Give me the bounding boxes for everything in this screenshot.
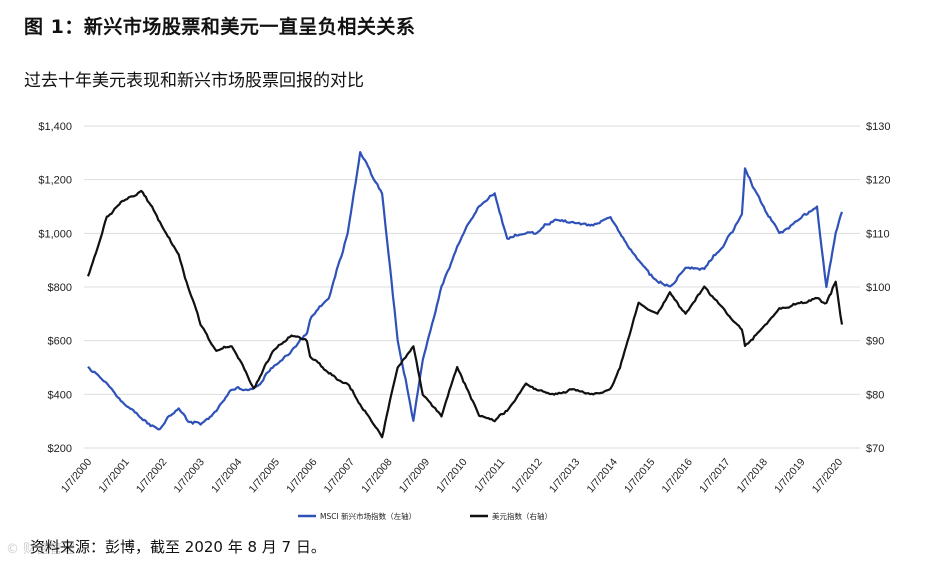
x-tick-label: 1/7/2001 xyxy=(96,456,132,495)
left-y-tick-label: $400 xyxy=(48,389,72,401)
x-tick-label: 1/7/2014 xyxy=(584,456,620,495)
x-tick-label: 1/7/2015 xyxy=(622,456,658,495)
left-y-tick-label: $200 xyxy=(48,443,72,455)
legend-label: 美元指数（右轴） xyxy=(492,511,552,521)
x-tick-label: 1/7/2010 xyxy=(434,456,470,495)
right-y-tick-label: $130 xyxy=(866,121,890,133)
x-tick-label: 1/7/2018 xyxy=(735,456,771,495)
left-y-tick-label: $1,200 xyxy=(38,175,72,187)
x-tick-label: 1/7/2013 xyxy=(547,456,583,495)
chart-subtitle: 过去十年美元表现和新兴市场股票回报的对比 xyxy=(24,71,364,91)
x-tick-label: 1/7/2002 xyxy=(134,456,170,495)
x-tick-label: 1/7/2006 xyxy=(284,456,320,495)
right-y-tick-label: $70 xyxy=(866,443,884,455)
x-axis: 1/7/2000 1/7/2001 1/7/2002 1/7/2003 1/7/2004… xyxy=(59,456,845,495)
watermark: © 财富管理 xyxy=(6,542,76,557)
left-y-tick-label: $1,000 xyxy=(38,228,72,240)
msci-em-line xyxy=(87,151,844,431)
right-y-axis: $70 $80 $90 $100 $110 $120 $130 xyxy=(866,121,890,455)
usd-index-line xyxy=(86,189,844,439)
x-tick-label: 1/7/2019 xyxy=(772,456,808,495)
right-y-tick-label: $100 xyxy=(866,282,890,294)
legend: MSCI 新兴市场指数（左轴） 美元指数（右轴） xyxy=(298,511,552,521)
x-tick-label: 1/7/2005 xyxy=(247,456,283,495)
series-lines xyxy=(86,151,844,439)
right-y-tick-label: $80 xyxy=(866,389,884,401)
x-tick-label: 1/7/2017 xyxy=(697,456,733,495)
x-tick-label: 1/7/2007 xyxy=(322,456,358,495)
x-tick-label: 1/7/2000 xyxy=(59,456,95,495)
left-y-tick-label: $600 xyxy=(48,336,72,348)
source-note: 资料来源：彭博，截至 2020 年 8 月 7 日。 xyxy=(30,538,326,556)
figure-title: 图 1：新兴市场股票和美元一直呈负相关关系 xyxy=(24,16,416,38)
right-y-tick-label: $110 xyxy=(866,228,890,240)
x-tick-label: 1/7/2012 xyxy=(509,456,545,495)
x-tick-label: 1/7/2008 xyxy=(359,456,395,495)
legend-label: MSCI 新兴市场指数（左轴） xyxy=(320,511,416,521)
right-y-tick-label: $90 xyxy=(866,336,884,348)
x-tick-label: 1/7/2003 xyxy=(171,456,207,495)
x-tick-label: 1/7/2009 xyxy=(397,456,433,495)
x-tick-label: 1/7/2011 xyxy=(472,456,507,495)
x-tick-label: 1/7/2020 xyxy=(810,456,846,495)
left-y-tick-label: $800 xyxy=(48,282,72,294)
left-y-tick-label: $1,400 xyxy=(38,121,72,133)
left-y-axis: $200 $400 $600 $800 $1,000 $1,200 $1,400 xyxy=(38,121,72,455)
right-y-tick-label: $120 xyxy=(866,175,890,187)
x-tick-label: 1/7/2016 xyxy=(660,456,696,495)
x-tick-label: 1/7/2004 xyxy=(209,456,245,495)
gridlines xyxy=(84,125,860,449)
